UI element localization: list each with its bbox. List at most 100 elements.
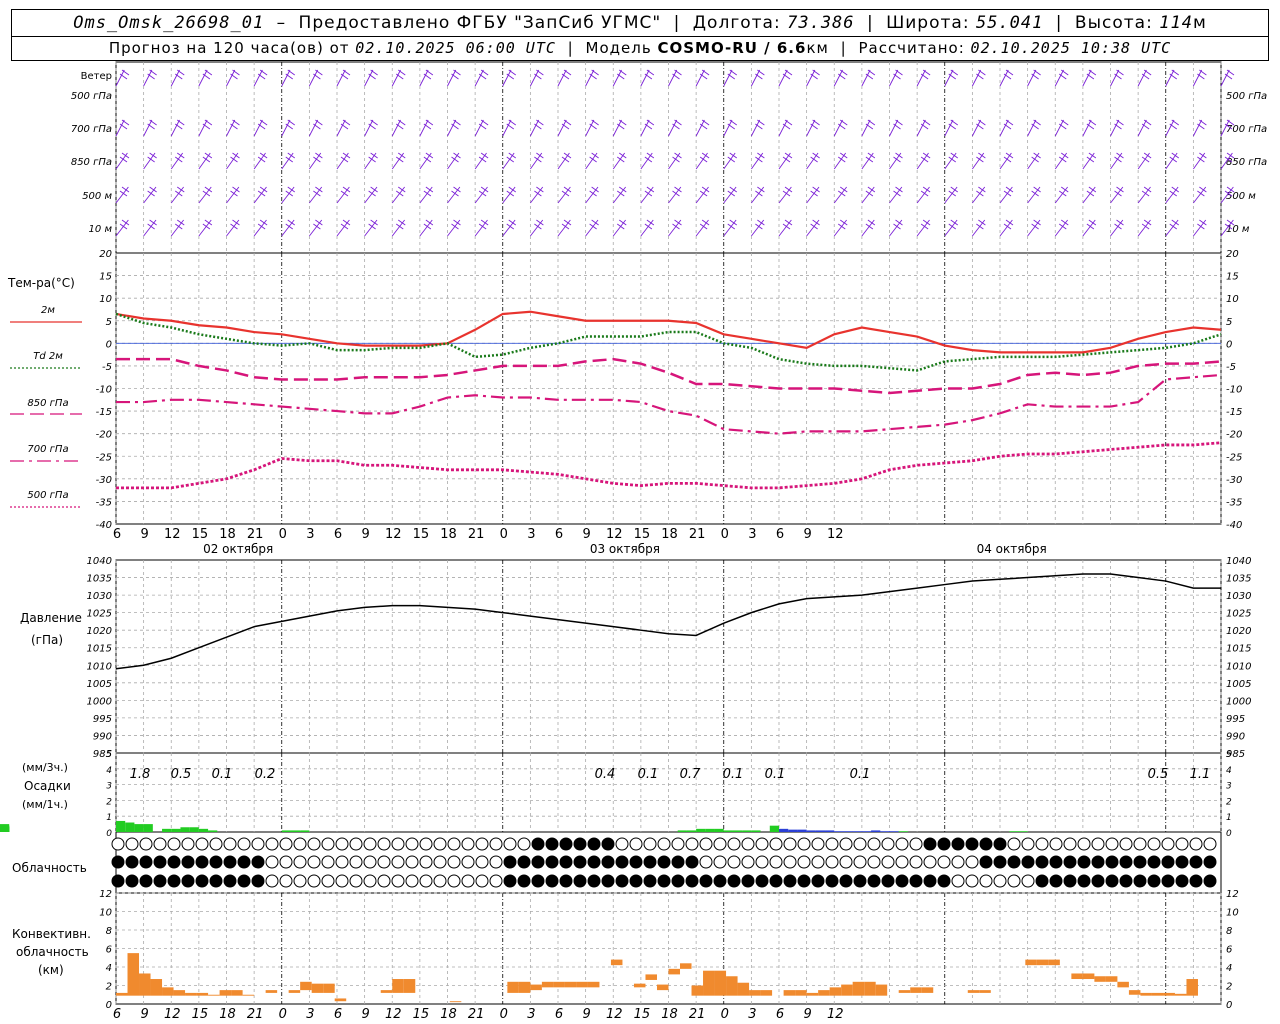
cloud-cover-symbol — [769, 855, 783, 869]
wind-barb-feather — [423, 223, 432, 230]
wind-level-left: 500 м — [82, 191, 112, 202]
wind-barb — [668, 119, 678, 137]
convective-bar — [760, 990, 773, 996]
wind-level-right: 10 м — [1226, 224, 1250, 235]
convective-bar — [910, 987, 922, 993]
wind-barb-feather — [508, 186, 517, 193]
wind-barb-feather — [313, 223, 321, 230]
wind-barb — [750, 69, 761, 87]
cloud-cover-symbol — [1203, 837, 1217, 851]
wind-barb-feather — [672, 190, 680, 197]
wind-barb-feather — [451, 123, 459, 130]
wind-barb-feather — [397, 69, 406, 76]
wind-barb-feather — [232, 119, 240, 126]
wind-barb-feather — [812, 152, 820, 159]
cloud-cover-symbol — [1147, 837, 1161, 851]
cloud-cover-symbol — [1133, 837, 1147, 851]
wind-barb-feather — [480, 152, 489, 159]
cloud-cover-symbol — [503, 837, 517, 851]
cloud-cover-symbol — [391, 855, 405, 869]
precip-bar — [116, 820, 126, 832]
cloud-cover-symbol — [335, 855, 349, 869]
bottom-hour-tick: 6 — [113, 1007, 121, 1022]
station-name: Oms_Omsk_26698_01 — [73, 13, 265, 33]
cloud-cover-symbol — [475, 837, 489, 851]
pres-tick-left: 1035 — [87, 574, 112, 585]
wind-barb-feather — [119, 223, 128, 230]
pres-tick-left: 1005 — [87, 679, 112, 690]
wind-barb-feather — [1199, 186, 1207, 193]
wind-barb-feather — [1060, 186, 1069, 193]
conv-tick-right: 12 — [1226, 889, 1239, 900]
cloud-cover-symbol — [363, 855, 377, 869]
wind-barb-feather — [425, 219, 434, 226]
wind-barb — [999, 219, 1013, 237]
cloud-cover-symbol — [1175, 837, 1189, 851]
cloud-cover-symbol — [965, 837, 979, 851]
bottom-hour-tick: 18 — [219, 1007, 236, 1022]
wind-barb-feather — [589, 190, 597, 197]
wind-barb — [391, 219, 405, 237]
wind-barb-feather — [1060, 152, 1069, 159]
wind-barb-feather — [1224, 190, 1233, 197]
wind-barb-feather — [1199, 152, 1207, 159]
wind-barb-feather — [1116, 219, 1124, 226]
convective-bar — [1186, 979, 1198, 996]
convective-bar — [656, 984, 669, 991]
precip-bar — [189, 827, 199, 832]
cloud-cover-symbol — [545, 874, 559, 888]
cloud-cover-symbol — [111, 874, 125, 888]
cloud-cover-symbol — [573, 874, 587, 888]
provider-text: Предоставлено ФГБУ "ЗапСиб УГМС" — [298, 13, 662, 33]
cloud-cover-symbol — [237, 837, 251, 851]
header-dash: – — [276, 13, 287, 33]
wind-barb-feather — [204, 119, 213, 126]
wind-barb — [750, 119, 761, 137]
cloud-cover-symbol — [601, 855, 615, 869]
wind-barb-feather — [508, 152, 517, 159]
cloud-cover-symbol — [447, 855, 461, 869]
wind-barb-feather — [810, 156, 818, 163]
cloud-cover-symbol — [1175, 874, 1189, 888]
wind-barb — [198, 186, 212, 204]
cloud-cover-symbol — [615, 855, 629, 869]
bottom-hour-tick: 21 — [468, 1007, 485, 1022]
cloud-cover-symbol — [727, 837, 741, 851]
temp-tick-left: -25 — [96, 452, 112, 463]
wind-barb — [723, 186, 737, 204]
cloud-cover-symbol — [895, 874, 909, 888]
cloud-cover-symbol — [573, 855, 587, 869]
wind-barb-feather — [867, 152, 876, 159]
wind-barb-feather — [561, 156, 570, 163]
wind-barb — [612, 186, 626, 204]
cloud-cover-symbol — [755, 874, 769, 888]
precip-bar — [825, 830, 835, 832]
wind-barb — [1165, 186, 1179, 204]
bottom-hour-tick: 12 — [827, 1007, 844, 1022]
wind-barb-feather — [1141, 73, 1150, 80]
wind-barb — [253, 186, 267, 204]
temp-legend-label: Td 2м — [33, 351, 63, 362]
wind-barb-feather — [839, 152, 848, 159]
wind-barb — [308, 119, 319, 137]
wind-barb-feather — [895, 186, 903, 193]
wind-barb — [419, 69, 429, 87]
wind-barb — [944, 119, 954, 137]
lat-value: 55.041 — [975, 13, 1044, 33]
cloud-cover-symbol — [517, 855, 531, 869]
wind-barb-feather — [259, 69, 268, 76]
convective-bar — [749, 990, 761, 996]
wind-barb-feather — [287, 119, 296, 126]
wind-barb-feather — [727, 156, 736, 163]
cloud-cover-symbol — [1161, 874, 1175, 888]
wind-barb-feather — [1224, 73, 1233, 80]
wind-barb-feather — [534, 73, 542, 80]
cloud-cover-symbol — [111, 837, 125, 851]
convective-bar — [680, 963, 692, 969]
cloud-cover-symbol — [839, 837, 853, 851]
wind-barb-feather — [867, 186, 876, 193]
wind-barb-feather — [506, 223, 515, 230]
cloud-cover-symbol — [237, 855, 251, 869]
bottom-hour-tick: 6 — [555, 1007, 563, 1022]
temp-tick-left: -20 — [96, 430, 112, 441]
